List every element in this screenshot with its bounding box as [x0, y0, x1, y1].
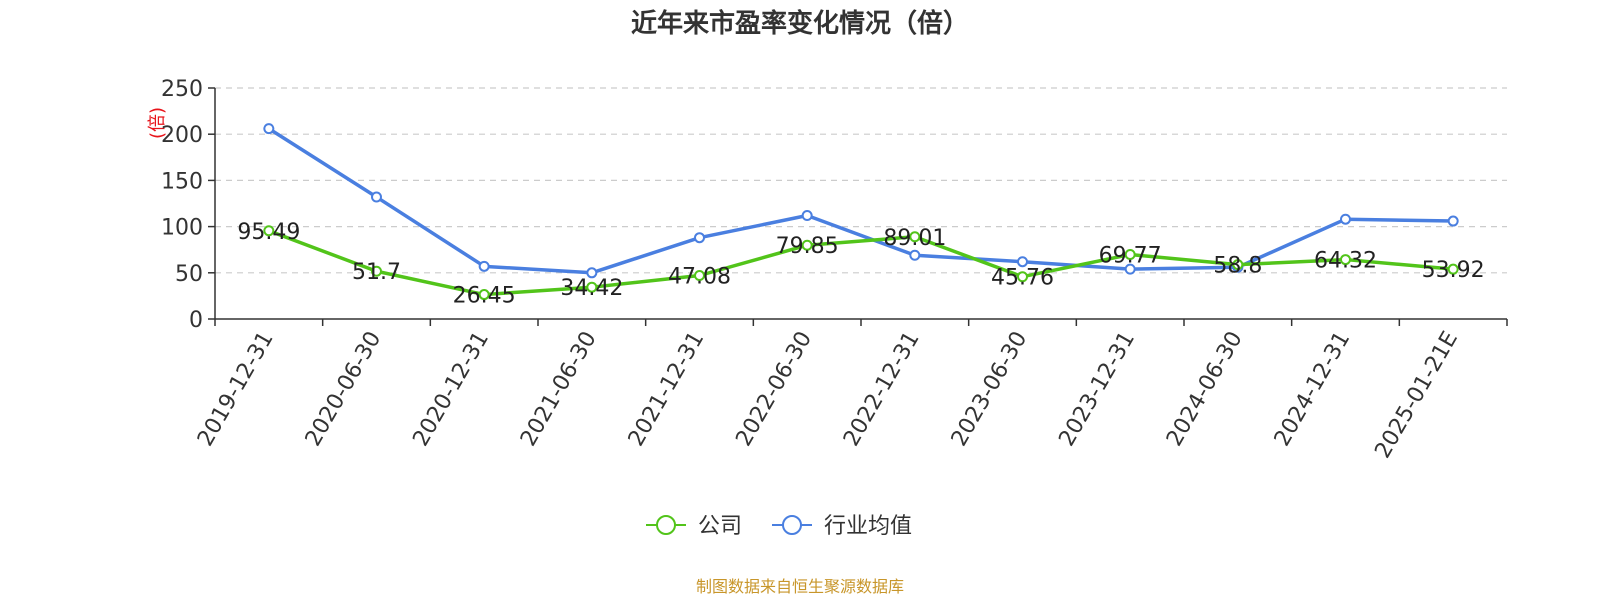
x-tick-label: 2025-01-21E: [1370, 327, 1463, 462]
company-point: [694, 269, 705, 281]
legend-label: 行业均值: [824, 514, 912, 539]
data-label: 58.8: [1213, 254, 1262, 279]
company-point: [371, 265, 382, 277]
data-label: 53.92: [1422, 258, 1485, 283]
company-point: [1447, 263, 1459, 275]
data-labels: 95.49 51.7 26.45 34.42 47.08 79.85 89.01 45.76 6…: [237, 220, 1484, 309]
data-label: 64.32: [1314, 249, 1377, 274]
company-point: [586, 281, 598, 293]
x-tick-label: 2022-12-31: [839, 327, 925, 450]
legend-label: 公司: [698, 514, 742, 539]
x-tick-label: 2019-12-31: [193, 327, 279, 450]
data-label: 89.01: [883, 226, 946, 251]
data-label: 95.49: [237, 220, 300, 245]
x-tick-label: 2020-12-31: [408, 327, 494, 450]
company-point: [1124, 249, 1136, 261]
company-point: [263, 225, 275, 237]
company-point: [478, 289, 490, 301]
data-label: 69.77: [1099, 244, 1162, 269]
series-line-industry-avg: [267, 126, 1455, 275]
y-tick-label: 100: [161, 216, 203, 241]
x-tick-label: 2023-06-30: [947, 327, 1033, 450]
grid-lines: [215, 87, 1507, 274]
x-tick-label: 2022-06-30: [731, 327, 817, 450]
series-lines: [263, 123, 1459, 301]
y-tick-label: 200: [161, 123, 203, 148]
company-point: [1017, 271, 1028, 283]
legend: 公司 行业均值: [646, 514, 912, 539]
series-line-company: [267, 229, 1455, 297]
industry-avg-point: [1124, 263, 1136, 275]
company-point: [1340, 254, 1351, 266]
y-axis-unit-label: (倍): [147, 107, 168, 139]
industry-avg-point: [263, 123, 275, 135]
y-tick-label: 50: [175, 262, 203, 287]
x-tick-label: 2024-12-31: [1270, 327, 1356, 450]
data-label: 34.42: [560, 276, 623, 301]
data-label: 79.85: [776, 234, 839, 259]
data-label: 26.45: [453, 284, 516, 309]
y-tick-label: 250: [161, 77, 203, 102]
legend-marker: [782, 515, 802, 535]
y-tick-label: 0: [189, 308, 203, 333]
source-note: 制图数据来自恒生聚源数据库: [696, 577, 904, 596]
company-point: [801, 239, 813, 251]
industry-avg-point: [478, 260, 490, 272]
data-label: 47.08: [668, 264, 731, 289]
data-label: 45.76: [991, 266, 1054, 291]
industry-avg-point: [1447, 215, 1459, 227]
industry-avg-point: [1340, 213, 1351, 225]
x-tick-label: 2023-12-31: [1054, 327, 1140, 450]
legend-item-company: 公司: [646, 514, 742, 539]
industry-avg-point: [694, 232, 705, 244]
legend-item-industry-avg: 行业均值: [772, 514, 912, 539]
industry-avg-point: [801, 210, 813, 222]
y-tick-label: 150: [161, 169, 203, 194]
company-point: [909, 231, 921, 243]
chart-title: 近年来市盈率变化情况（倍）: [631, 8, 969, 39]
x-tick-label: 2020-06-30: [301, 327, 387, 450]
industry-avg-point: [586, 267, 598, 279]
industry-avg-point: [1017, 256, 1028, 268]
industry-avg-point: [371, 191, 382, 203]
industry-avg-point: [909, 249, 921, 261]
company-point: [1232, 259, 1244, 271]
x-tick-label: 2021-06-30: [516, 327, 602, 450]
legend-marker: [656, 515, 676, 535]
x-tick-label: 2021-12-31: [624, 327, 710, 450]
x-tick-label: 2024-06-30: [1162, 327, 1248, 450]
data-label: 51.7: [352, 260, 401, 285]
